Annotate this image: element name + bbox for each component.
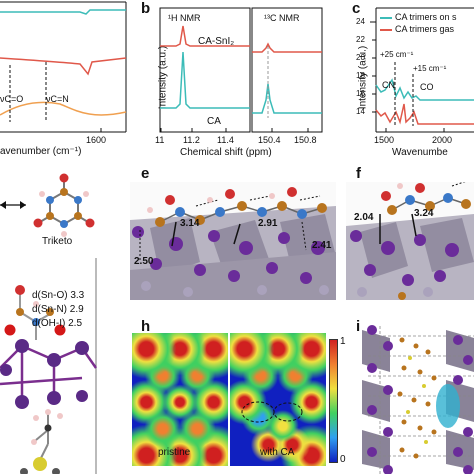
panel-c-ann-co: CO xyxy=(420,82,434,92)
panel-e-label: e xyxy=(141,165,150,182)
panel-c-ytick-20: 20 xyxy=(356,53,365,62)
panel-h-label: h xyxy=(141,318,151,335)
panel-e-dist-2: 2.41 xyxy=(312,240,332,251)
panel-e-dist-3: 2.50 xyxy=(134,256,154,267)
panel-b-htick-0: 11 xyxy=(155,135,165,145)
panel-c-ytick-22: 22 xyxy=(356,35,365,44)
panel-c-ann-25: +25 cm⁻¹ xyxy=(380,50,414,59)
panel-a-xlabel: avenumber (cm⁻¹) xyxy=(0,146,82,157)
panel-c-ytick-24: 24 xyxy=(356,17,365,26)
panel-b-htick-1: 11.2 xyxy=(183,135,200,145)
panel-c-ann-15: +15 cm⁻¹ xyxy=(413,64,447,73)
c-nmr-ca-sni2 xyxy=(252,42,322,53)
ir-gas xyxy=(375,103,474,125)
panel-f-dist-1: 3.24 xyxy=(414,208,434,219)
panel-h-right-label: with CA xyxy=(260,447,295,458)
panel-b-series-top: CA-SnI₂ xyxy=(198,36,235,47)
panel-b-xlabel: Chemical shift (ppm) xyxy=(180,147,272,158)
panel-c-ann-cn: CN xyxy=(382,80,395,90)
ir-spectrum-mid xyxy=(0,57,127,76)
panel-c-xlabel: Wavenumbe xyxy=(392,147,448,158)
panel-e-dist-0: 3.14 xyxy=(180,218,200,229)
panel-b-ctick-1: 150.8 xyxy=(294,135,317,145)
panel-c-legend-0: CA trimers on s xyxy=(395,12,457,22)
colorbar-min: 0 xyxy=(340,454,346,465)
panel-a-xtick: 1600 xyxy=(86,135,107,145)
h-nmr-ca-sni2 xyxy=(160,25,250,47)
colorbar xyxy=(329,339,338,463)
panel-f-label: f xyxy=(356,165,361,182)
colorbar-max: 1 xyxy=(340,336,346,347)
ir-spectrum-bottom xyxy=(0,101,127,116)
panel-b-series-bottom: CA xyxy=(207,116,221,127)
d-sn-n: d(Sn-N) 2.9 xyxy=(32,304,84,315)
ir-on-surface xyxy=(375,78,474,101)
panel-b-h-title: ¹H NMR xyxy=(168,13,201,23)
panel-e-dist-1: 2.91 xyxy=(258,218,278,229)
panel-c-ytick-16: 16 xyxy=(356,89,365,98)
charge-density-with-ca xyxy=(230,333,326,466)
panel-c-label: c xyxy=(352,0,361,17)
panel-c-ytick-14: 14 xyxy=(356,107,365,116)
d-sn-o: d(Sn-O) 3.3 xyxy=(32,290,85,301)
panel-a-ann-cn: νC=N xyxy=(46,94,69,104)
panel-b-c-title: ¹³C NMR xyxy=(264,13,300,23)
panel-i-label: i xyxy=(356,318,361,335)
ir-spectrum-top xyxy=(0,9,126,15)
panel-f-dist-0: 2.04 xyxy=(354,212,374,223)
triketo-label: Triketo xyxy=(42,236,73,247)
d-oh-i: d(OH-I) 2.5 xyxy=(32,318,83,329)
panel-b-htick-2: 11.4 xyxy=(217,135,234,145)
panel-c-ytick-18: 18 xyxy=(356,71,365,80)
panel-b-label: b xyxy=(141,0,151,17)
panel-h-left-label: pristine xyxy=(158,447,191,458)
charge-density-pristine xyxy=(132,333,228,466)
panel-a-ann-co: νC=O xyxy=(0,94,24,104)
panel-c-legend-1: CA trimers gas xyxy=(395,24,455,34)
panel-c-xtick-0: 1500 xyxy=(374,135,395,145)
panel-b-ctick-0: 150.4 xyxy=(258,135,281,145)
panel-c-xtick-1: 2000 xyxy=(432,135,453,145)
h-nmr-ca xyxy=(160,51,250,109)
